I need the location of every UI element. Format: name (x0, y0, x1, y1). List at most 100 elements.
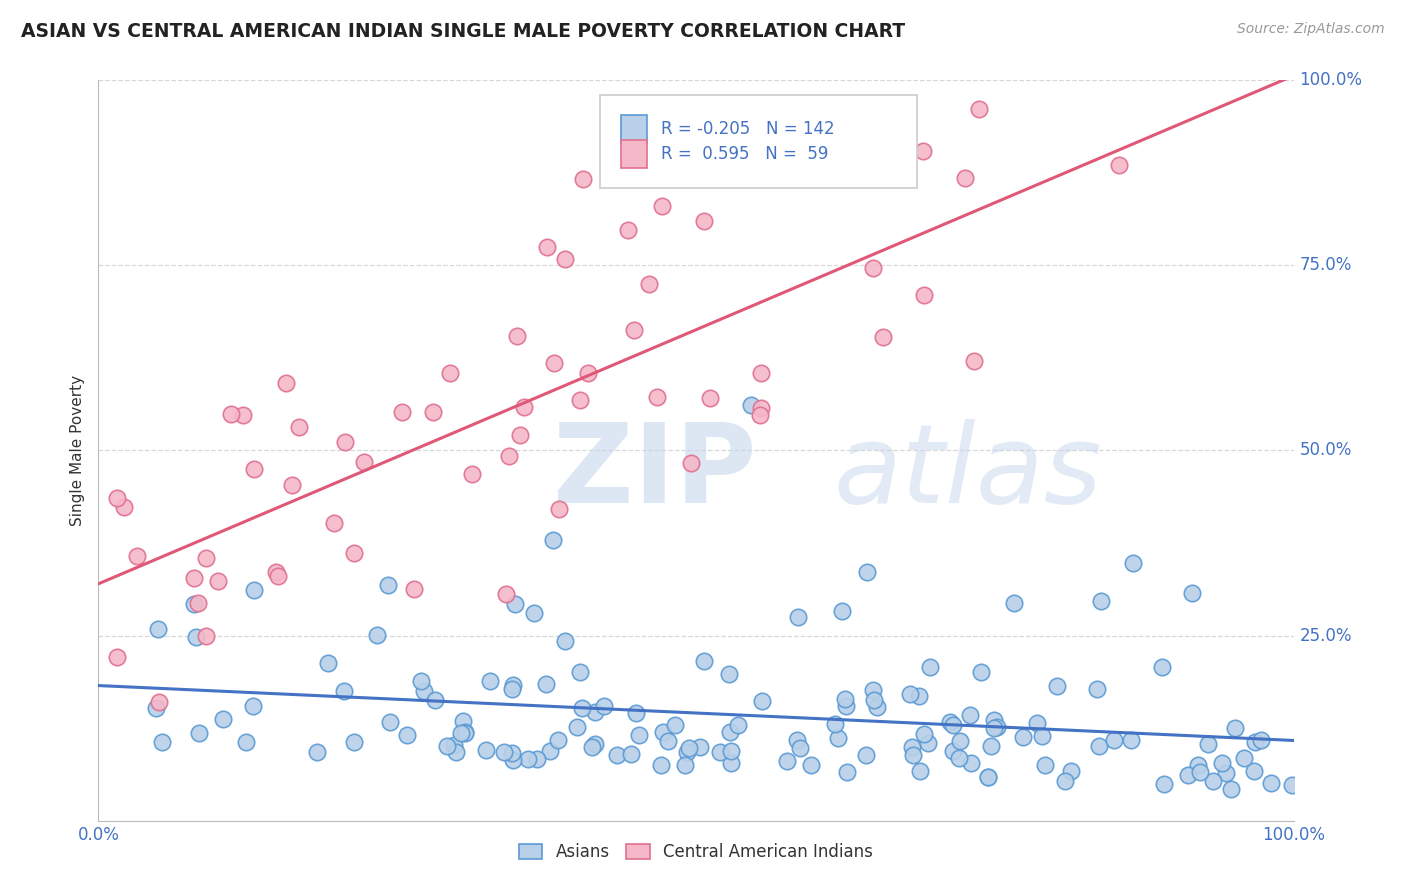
Point (606, 748, 628, 763)
Point (353, 455, 375, 469)
Point (451, 714, 474, 728)
Point (1011, 730, 1033, 744)
Point (776, 754, 799, 768)
Point (1243, 735, 1265, 749)
Point (959, 756, 981, 771)
Point (796, 142, 818, 156)
Point (572, 171, 595, 186)
Point (242, 582, 264, 597)
Point (453, 725, 475, 739)
Point (1202, 773, 1225, 788)
Bar (620, 139, 647, 168)
Point (152, 735, 174, 749)
Point (235, 735, 257, 749)
Point (872, 329, 894, 343)
Point (983, 721, 1005, 735)
Point (866, 700, 889, 714)
Point (333, 435, 356, 450)
Y-axis label: Single Male Poverty: Single Male Poverty (70, 375, 86, 526)
Point (541, 533, 564, 548)
Point (343, 546, 366, 560)
Point (148, 696, 170, 710)
Point (501, 681, 523, 696)
Point (1060, 764, 1083, 778)
Point (908, 690, 931, 704)
Point (186, 630, 208, 644)
Point (637, 277, 659, 291)
Point (749, 366, 772, 380)
Point (380, 714, 402, 729)
Point (195, 629, 218, 643)
Point (523, 607, 546, 621)
Point (450, 726, 472, 740)
Point (824, 717, 846, 731)
Point (969, 665, 991, 679)
Point (391, 405, 413, 419)
Point (534, 676, 557, 690)
Point (901, 747, 924, 762)
Point (898, 687, 921, 701)
Point (1087, 681, 1109, 696)
Point (145, 701, 167, 715)
Point (543, 356, 565, 370)
Point (912, 287, 935, 301)
Text: Source: ZipAtlas.com: Source: ZipAtlas.com (1237, 22, 1385, 37)
Point (343, 735, 366, 749)
Point (409, 673, 432, 688)
Point (576, 366, 599, 380)
Point (219, 408, 242, 422)
Point (323, 516, 346, 530)
Point (502, 678, 524, 692)
Point (908, 764, 931, 778)
Point (1220, 781, 1243, 796)
Point (194, 551, 217, 566)
Point (395, 728, 418, 742)
Point (105, 650, 128, 665)
Point (513, 400, 536, 414)
Point (1153, 776, 1175, 790)
Legend: Asians, Central American Indians: Asians, Central American Indians (512, 837, 880, 868)
Point (267, 569, 290, 583)
Point (963, 354, 986, 368)
Point (1054, 774, 1077, 789)
Point (651, 199, 673, 213)
Point (709, 746, 731, 760)
Point (243, 462, 266, 476)
Point (673, 757, 696, 772)
Point (718, 724, 741, 739)
Point (402, 582, 425, 597)
Point (751, 401, 773, 416)
Point (657, 733, 679, 747)
Point (720, 744, 742, 758)
Point (918, 660, 941, 674)
Point (1045, 679, 1067, 693)
Point (494, 745, 516, 759)
Point (1119, 733, 1142, 747)
Text: 25.0%: 25.0% (1299, 626, 1353, 645)
Point (264, 565, 287, 579)
Point (1181, 586, 1204, 600)
Point (1260, 775, 1282, 789)
Point (740, 398, 762, 412)
Point (571, 701, 593, 715)
Point (917, 736, 939, 750)
Point (901, 739, 924, 754)
Point (676, 744, 699, 758)
Text: 75.0%: 75.0% (1299, 256, 1353, 275)
Point (689, 739, 711, 754)
Point (678, 741, 700, 756)
Point (503, 597, 526, 611)
Point (548, 501, 571, 516)
Point (538, 744, 561, 758)
Point (366, 628, 388, 642)
Point (800, 757, 823, 772)
Point (127, 549, 149, 563)
Point (305, 745, 328, 759)
Point (554, 634, 576, 648)
Point (506, 329, 529, 343)
Point (748, 408, 770, 422)
Point (751, 693, 773, 707)
Point (624, 706, 647, 720)
Point (1215, 765, 1237, 780)
Point (1197, 737, 1219, 751)
